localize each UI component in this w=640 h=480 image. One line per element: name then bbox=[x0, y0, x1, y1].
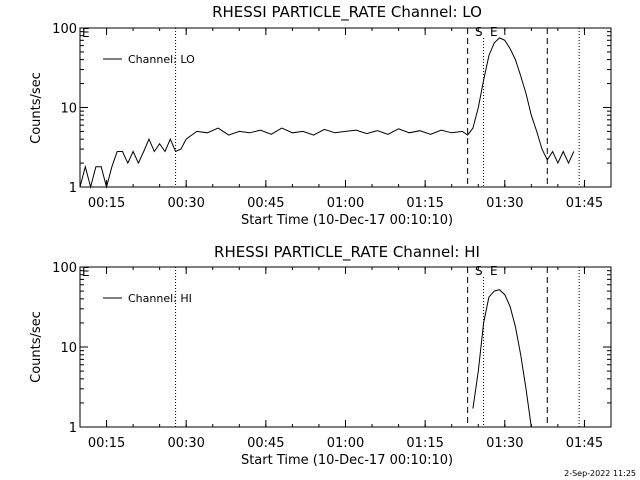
footer-date: 2-Sep-2022 11:25 bbox=[564, 469, 636, 478]
y-tick-label: 100 bbox=[52, 261, 77, 276]
start-label: S bbox=[475, 25, 483, 39]
x-tick-label: 00:45 bbox=[247, 436, 284, 451]
y-tick-label: 10 bbox=[60, 102, 77, 117]
y-axis-label: Counts/sec bbox=[29, 72, 44, 144]
plot-frame bbox=[79, 266, 612, 428]
y-tick-labels: 1 10 100 bbox=[52, 22, 77, 196]
x-tick-label: 00:45 bbox=[247, 196, 284, 211]
chart-title: RHESSI PARTICLE_RATE Channel: HI bbox=[214, 243, 480, 262]
corner-label: E bbox=[82, 26, 90, 40]
y-tick-label: 100 bbox=[52, 22, 77, 37]
x-tick-label: 00:15 bbox=[88, 436, 125, 451]
x-ticks bbox=[79, 267, 612, 428]
series-layer bbox=[472, 289, 532, 428]
event-lines bbox=[175, 28, 580, 187]
x-tick-label: 01:45 bbox=[566, 196, 603, 211]
y-axis-label: Counts/sec bbox=[29, 311, 44, 383]
x-tick-label: 00:30 bbox=[167, 436, 204, 451]
end-label: E bbox=[490, 264, 498, 278]
x-tick-label: 01:15 bbox=[406, 436, 443, 451]
x-tick-label: 01:30 bbox=[486, 196, 523, 211]
y-tick-label: 1 bbox=[69, 181, 77, 196]
series-line bbox=[79, 37, 575, 189]
y-tick-labels: 1 10 100 bbox=[52, 261, 77, 436]
x-tick-label: 01:15 bbox=[406, 196, 443, 211]
start-label: S bbox=[475, 264, 483, 278]
x-ticks bbox=[79, 28, 612, 188]
end-label: E bbox=[490, 25, 498, 39]
x-tick-label: 00:30 bbox=[167, 196, 204, 211]
panel-lo: RHESSI PARTICLE_RATE Channel: LO 110100 … bbox=[29, 3, 612, 228]
x-axis-label: Start Time (10-Dec-17 00:10:10) bbox=[241, 213, 453, 228]
series-line bbox=[472, 289, 532, 428]
x-tick-label: 01:00 bbox=[327, 436, 364, 451]
legend-label: Channel: HI bbox=[128, 292, 192, 305]
y-tick-label: 1 bbox=[69, 421, 77, 436]
panel-hi: RHESSI PARTICLE_RATE Channel: HI 110100 … bbox=[29, 243, 612, 468]
x-tick-label: 00:15 bbox=[88, 196, 125, 211]
x-tick-label: 01:45 bbox=[566, 436, 603, 451]
x-tick-labels: 00:15 00:30 00:45 01:00 01:15 01:30 01:45 bbox=[88, 196, 603, 211]
corner-label: E bbox=[82, 265, 90, 279]
x-tick-labels: 00:15 00:30 00:45 01:00 01:15 01:30 01:45 bbox=[88, 436, 603, 451]
x-axis-label: Start Time (10-Dec-17 00:10:10) bbox=[241, 453, 453, 468]
legend-label: Channel: LO bbox=[128, 53, 195, 66]
event-lines bbox=[175, 267, 580, 427]
x-tick-label: 01:00 bbox=[327, 196, 364, 211]
x-tick-label: 01:30 bbox=[486, 436, 523, 451]
series-layer bbox=[79, 37, 575, 189]
plot-frame bbox=[79, 27, 612, 188]
y-tick-label: 10 bbox=[60, 341, 77, 356]
chart-title: RHESSI PARTICLE_RATE Channel: LO bbox=[212, 3, 482, 22]
